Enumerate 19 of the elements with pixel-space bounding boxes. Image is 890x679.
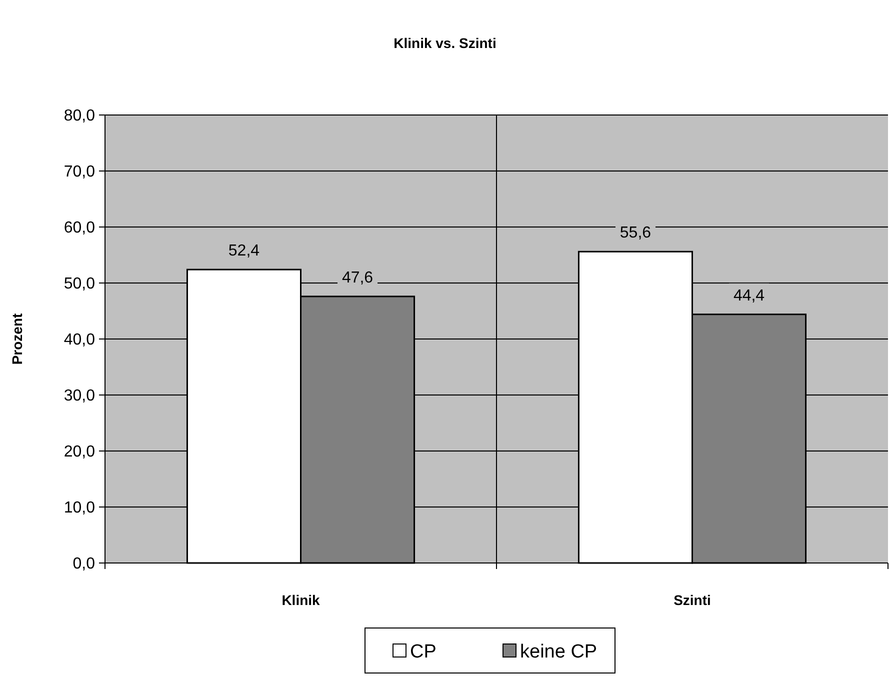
x-tick-label: Szinti: [674, 592, 711, 608]
data-label: 52,4: [228, 242, 260, 260]
y-tick-label: 20,0: [64, 444, 96, 461]
data-label: 44,4: [733, 287, 765, 304]
y-tick-label: 50,0: [64, 276, 96, 293]
chart-title: Klinik vs. Szinti: [394, 35, 496, 51]
y-tick-label: 80,0: [64, 108, 96, 125]
y-axis-title: Prozent: [9, 312, 25, 365]
y-tick-label: 0,0: [72, 556, 96, 573]
data-label: 47,6: [342, 269, 374, 286]
legend-label: keine CP: [520, 642, 598, 663]
y-tick-label: 70,0: [64, 164, 96, 181]
x-tick-label: Klinik: [282, 592, 320, 608]
data-label: 55,6: [620, 224, 652, 242]
y-tick-label: 40,0: [64, 332, 96, 349]
y-tick-label: 10,0: [64, 500, 96, 517]
y-tick-label: 30,0: [64, 388, 96, 405]
legend-label: CP: [410, 642, 436, 663]
y-tick-label: 60,0: [64, 220, 96, 237]
